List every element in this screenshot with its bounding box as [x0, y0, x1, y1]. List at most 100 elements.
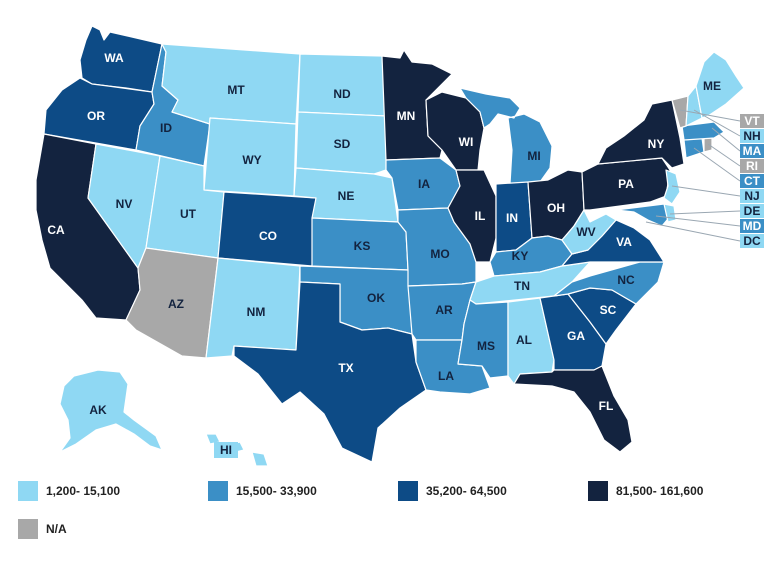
state-ny [597, 99, 685, 169]
state-label-tn: TN [514, 279, 530, 293]
callout-tag-nh [740, 129, 764, 143]
callout-label-dc: DC [743, 234, 761, 248]
legend-swatch [18, 481, 38, 501]
state-nc [553, 261, 665, 305]
legend-swatch [18, 519, 38, 539]
legend-label: 15,500- 33,900 [236, 484, 317, 498]
state-label-ar: AR [435, 303, 453, 317]
state-label-ia: IA [418, 177, 430, 191]
callout-tag-nj [740, 189, 764, 203]
callout-leader-nh [693, 109, 741, 137]
state-label-co: CO [259, 229, 277, 243]
state-label-nd: ND [333, 87, 351, 101]
legend-label: 35,200- 64,500 [426, 484, 507, 498]
callout-leader-ri [707, 143, 741, 167]
legend-item: 35,200- 64,500 [398, 480, 507, 502]
legend-item: 15,500- 33,900 [208, 480, 317, 502]
callout-label-ri: RI [746, 159, 758, 173]
legend-swatch [588, 481, 608, 501]
callout-label-ct: CT [744, 174, 761, 188]
callout-tag-ct [740, 174, 764, 188]
state-label-ny: NY [648, 137, 665, 151]
callout-label-vt: VT [744, 114, 760, 128]
callout-label-md: MD [743, 219, 762, 233]
state-label-mn: MN [397, 109, 416, 123]
callout-tag-ri [740, 159, 764, 173]
callout-tag-ma [740, 144, 764, 158]
callout-leader-ct [693, 147, 741, 182]
callout-leader-de [669, 210, 741, 215]
state-label-id: ID [160, 121, 172, 135]
state-label-ut: UT [180, 207, 197, 221]
state-label-il: IL [475, 209, 486, 223]
map-legend: 1,200- 15,100 15,500- 33,900 35,200- 64,50… [18, 480, 758, 550]
state-label-ms: MS [477, 339, 495, 353]
legend-label: 1,200- 15,100 [46, 484, 121, 498]
legend-item: 81,500- 161,600 [588, 480, 703, 502]
state-mi [459, 87, 553, 185]
callout-leader-dc [645, 221, 741, 242]
state-ak [59, 369, 163, 453]
state-mt [161, 43, 301, 125]
state-label-ca: CA [47, 223, 65, 237]
state-label-al: AL [516, 333, 532, 347]
state-label-pa: PA [618, 177, 634, 191]
callout-leader-ma [711, 127, 741, 152]
callout-leader-nj [671, 185, 741, 197]
legend-swatch [398, 481, 418, 501]
state-label-sc: SC [600, 303, 617, 317]
state-label-la: LA [438, 369, 454, 383]
state-label-mo: MO [430, 247, 449, 261]
state-label-nv: NV [116, 197, 133, 211]
state-label-nm: NM [247, 305, 266, 319]
state-label-wv: WV [576, 225, 595, 239]
state-label-or: OR [87, 109, 105, 123]
state-label-wi: WI [459, 135, 474, 149]
state-label-in: IN [506, 211, 518, 225]
state-md-de [615, 203, 673, 227]
state-label-mt: MT [227, 83, 245, 97]
callout-label-de: DE [744, 204, 761, 218]
state-label-mi: MI [527, 149, 540, 163]
state-label-ak: AK [89, 403, 107, 417]
state-ms [457, 299, 509, 379]
state-label-tx: TX [338, 361, 353, 375]
state-me [695, 51, 745, 119]
state-label-ne: NE [338, 189, 355, 203]
state-ma [681, 121, 725, 141]
state-label-sd: SD [334, 137, 351, 151]
state-tx [233, 281, 427, 463]
state-label-ga: GA [567, 329, 585, 343]
state-label-oh: OH [547, 201, 565, 215]
callout-label-ma: MA [743, 144, 762, 158]
state-nj [663, 169, 681, 205]
state-label-wa: WA [104, 51, 124, 65]
state-label-ky: KY [512, 249, 529, 263]
callout-label-nh: NH [743, 129, 760, 143]
callout-tag-de [740, 204, 764, 218]
state-label-nc: NC [617, 273, 635, 287]
callout-leader-md [655, 215, 741, 227]
callout-tag-md [740, 219, 764, 233]
callout-label-nj: NJ [744, 189, 759, 203]
state-wv [561, 209, 617, 255]
legend-item: 1,200- 15,100 [18, 480, 120, 502]
state-sd [295, 111, 387, 175]
state-il [447, 169, 497, 263]
callout-leader-vt [679, 109, 741, 122]
legend-item: N/A [18, 518, 67, 540]
state-nd [297, 53, 387, 117]
legend-swatch [208, 481, 228, 501]
legend-label: N/A [46, 522, 67, 536]
state-label-az: AZ [168, 297, 184, 311]
callout-tag-dc [740, 234, 764, 248]
legend-label: 81,500- 161,600 [616, 484, 704, 498]
state-ri [703, 137, 713, 153]
state-label-me: ME [703, 79, 721, 93]
state-label-va: VA [616, 235, 632, 249]
state-wi [425, 91, 485, 171]
state-label-fl: FL [599, 399, 614, 413]
state-tag-hi [214, 442, 238, 458]
state-fl [513, 365, 633, 453]
